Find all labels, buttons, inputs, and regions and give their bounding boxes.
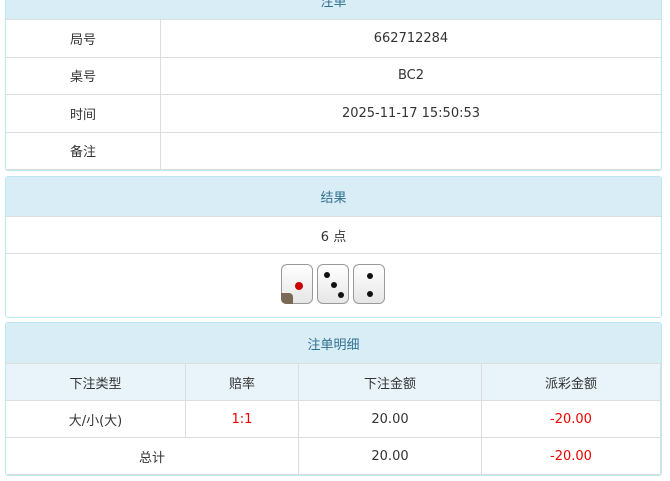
row-label: 备注 — [6, 132, 161, 170]
column-header: 赔率 — [186, 364, 299, 401]
die — [281, 264, 313, 304]
total-bet: 20.00 — [299, 438, 482, 475]
column-header: 下注类型 — [6, 364, 186, 401]
row-value: 662712284 — [161, 20, 661, 58]
pip — [331, 282, 337, 288]
order-panel: 注单 局号 662712284 桌号 BC2 时间 2025-11-17 15:50:53… — [5, 0, 662, 171]
points: 6 点 — [6, 217, 661, 254]
pip — [367, 291, 373, 297]
column-header: 下注金额 — [299, 364, 482, 401]
total-label: 总计 — [6, 438, 299, 475]
row-value — [161, 133, 661, 170]
result-panel: 结果 6 点 — [5, 176, 662, 318]
pip — [338, 292, 344, 298]
die — [353, 264, 385, 304]
row-label: 桌号 — [6, 57, 161, 95]
cell: 1:1 — [186, 401, 299, 438]
column-header: 派彩金额 — [482, 364, 661, 401]
row-label: 局号 — [6, 20, 161, 58]
pip — [324, 272, 330, 278]
detail-title: 注单明细 — [6, 323, 661, 364]
pip — [367, 273, 373, 279]
order-title: 注单 — [6, 0, 661, 20]
total-payout: -20.00 — [482, 438, 661, 475]
row-value: BC2 — [161, 58, 661, 95]
row-value: 2025-11-17 15:50:53 — [161, 95, 661, 133]
cell: 大/小(大) — [6, 401, 186, 438]
result-title: 结果 — [6, 177, 661, 217]
cell: 20.00 — [299, 401, 482, 438]
info-badge — [281, 293, 293, 304]
pip — [295, 282, 303, 290]
cell: -20.00 — [482, 401, 661, 438]
detail-panel: 注单明细 下注类型 赔率 下注金额 派彩金额大/小(大) 1:1 20.00 -20.00 总… — [5, 322, 662, 476]
die — [317, 264, 349, 304]
dice-row — [6, 254, 661, 317]
row-label: 时间 — [6, 95, 161, 133]
